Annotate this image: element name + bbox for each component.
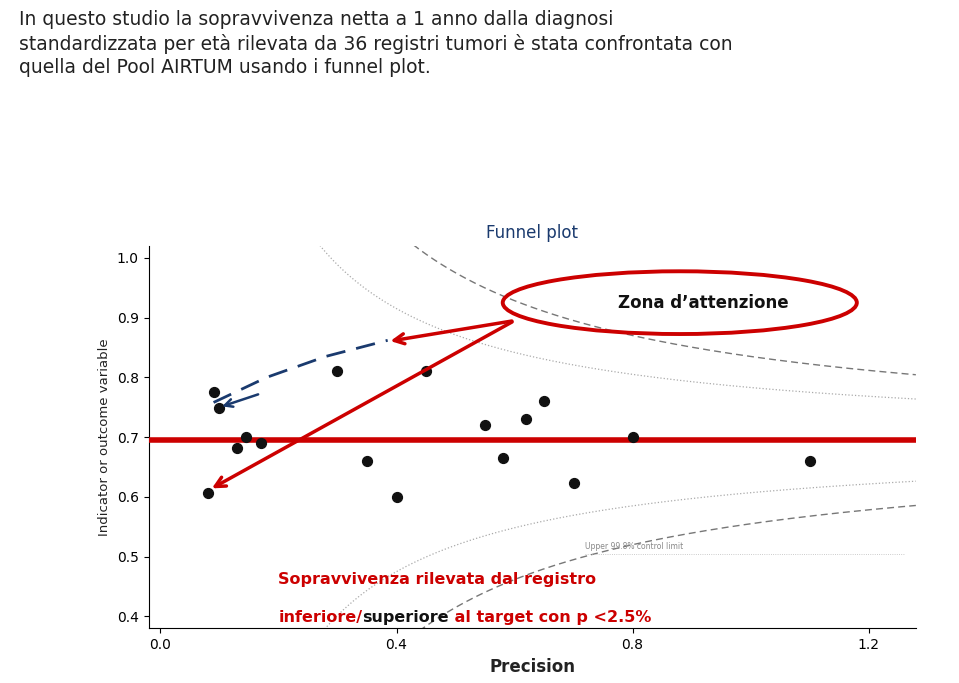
Point xyxy=(388,492,404,503)
Title: Funnel plot: Funnel plot xyxy=(486,223,578,242)
Point xyxy=(330,366,345,377)
Point xyxy=(239,432,254,443)
Point xyxy=(536,396,551,407)
Point xyxy=(495,453,510,464)
Text: In questo studio la sopravvivenza netta a 1 anno dalla diagnosi: In questo studio la sopravvivenza netta … xyxy=(19,10,614,29)
Text: Upper 99.8% control limit: Upper 99.8% control limit xyxy=(585,542,684,550)
Text: quella del Pool AIRTUM usando i funnel plot.: quella del Pool AIRTUM usando i funnel p… xyxy=(19,58,431,77)
Text: Sopravvivenza rilevata dal registro: Sopravvivenza rilevata dal registro xyxy=(278,572,596,587)
Point xyxy=(478,419,493,431)
Point xyxy=(253,438,269,449)
Point xyxy=(229,443,245,454)
Point xyxy=(200,488,216,499)
Text: Zona d’attenzione: Zona d’attenzione xyxy=(619,294,788,311)
Text: standardizzata per età rilevata da 36 registri tumori è stata confrontata con: standardizzata per età rilevata da 36 re… xyxy=(19,34,733,54)
Y-axis label: Indicator or outcome variable: Indicator or outcome variable xyxy=(99,338,111,536)
Point xyxy=(206,387,222,398)
Point xyxy=(566,477,581,488)
Point xyxy=(418,366,433,377)
Point xyxy=(519,414,534,425)
Text: al target con p <2.5%: al target con p <2.5% xyxy=(449,611,651,626)
Text: inferiore/: inferiore/ xyxy=(278,611,363,626)
Point xyxy=(360,456,375,466)
Point xyxy=(212,403,227,414)
Text: superiore: superiore xyxy=(363,611,449,626)
X-axis label: Precision: Precision xyxy=(489,658,575,675)
Point xyxy=(625,432,641,443)
Point xyxy=(802,456,817,466)
